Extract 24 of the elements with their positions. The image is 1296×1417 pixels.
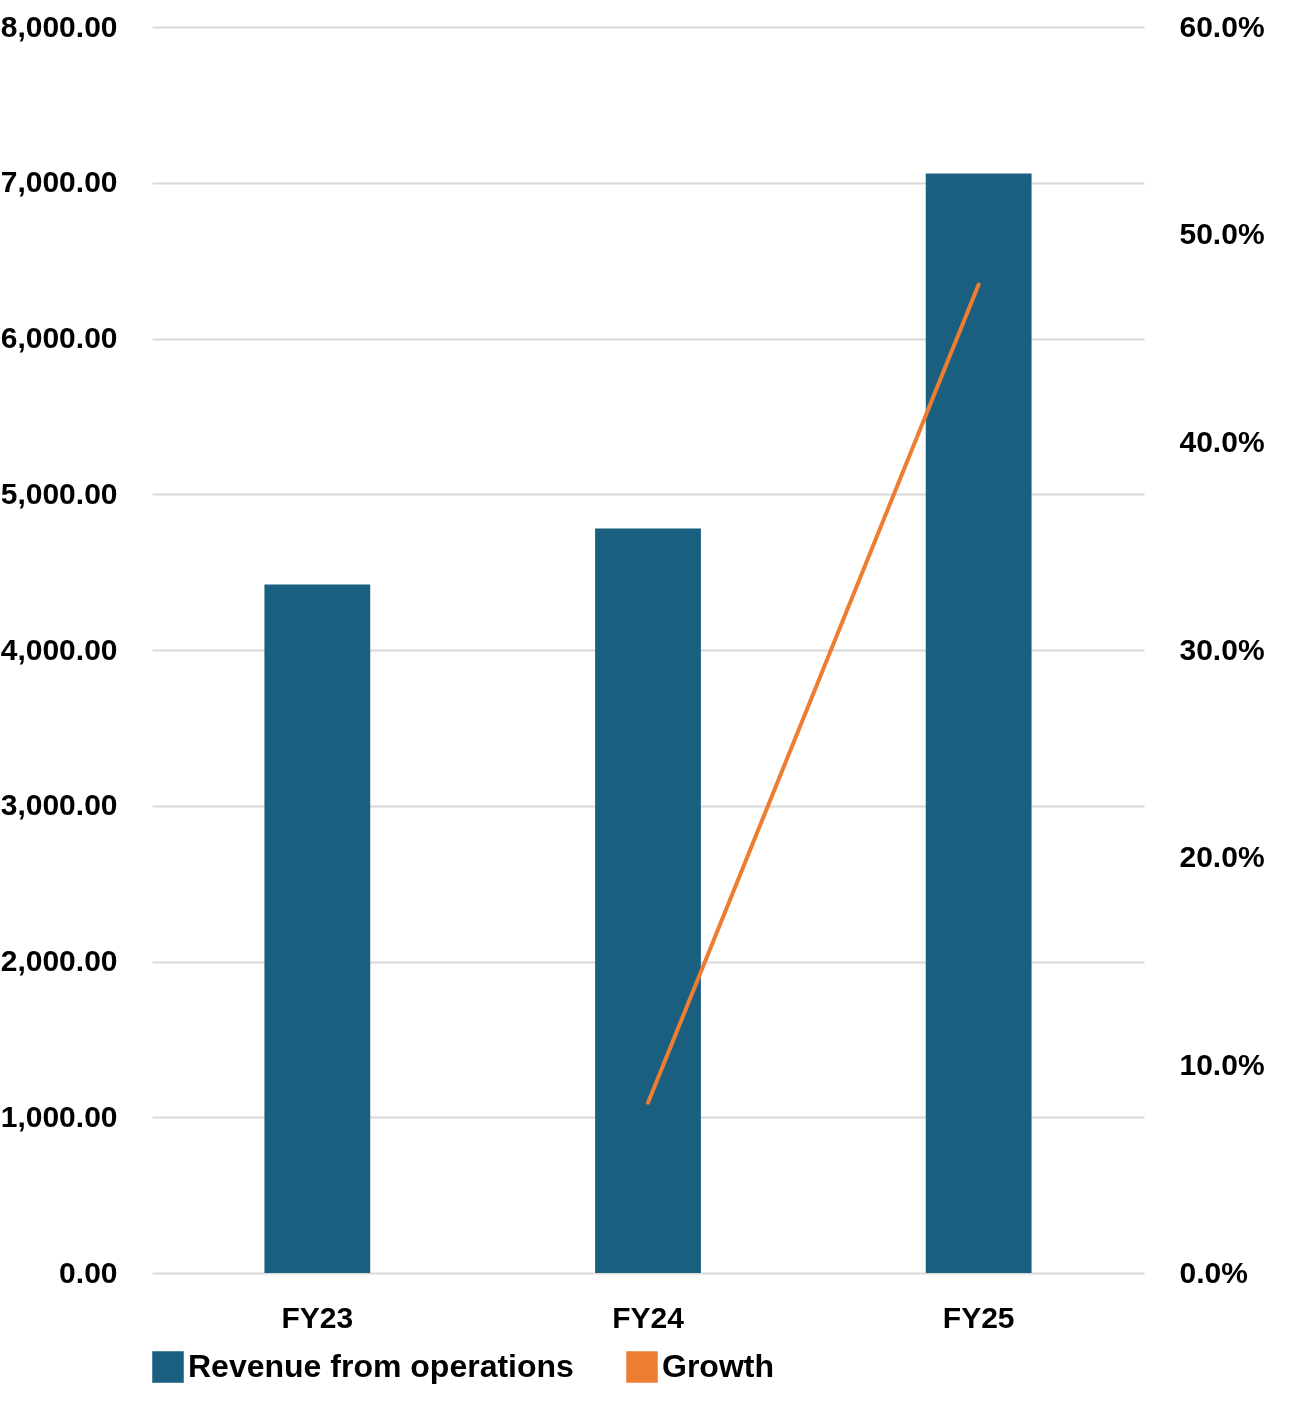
- bar: [925, 173, 1032, 1273]
- x-tick-label: FY24: [612, 1300, 685, 1334]
- y-tick-label: 2,000.00: [0, 944, 118, 977]
- y-tick-label: 7,000.00: [0, 165, 118, 199]
- legend-label: Growth: [662, 1348, 774, 1384]
- y2-tick-label: 0.0%: [1179, 1255, 1248, 1289]
- y-tick-label: 5,000.00: [0, 476, 118, 510]
- y2-tick-label: 30.0%: [1179, 632, 1265, 666]
- y-tick-label: 0.00: [59, 1255, 118, 1289]
- y2-tick-label: 50.0%: [1179, 217, 1265, 251]
- y2-tick-label: 20.0%: [1179, 840, 1265, 874]
- bar: [595, 528, 701, 1273]
- y2-tick-label: 10.0%: [1179, 1047, 1265, 1081]
- y2-tick-label: 60.0%: [1179, 9, 1265, 43]
- y-tick-label: 3,000.00: [0, 788, 118, 822]
- y-tick-label: 8,000.00: [0, 9, 118, 43]
- y-tick-label: 4,000.00: [0, 632, 118, 666]
- y-tick-label: 6,000.00: [0, 321, 118, 354]
- x-tick-label: FY23: [281, 1300, 354, 1334]
- y-tick-label: 1,000.00: [0, 1099, 118, 1133]
- x-tick-label: FY25: [942, 1300, 1015, 1334]
- y2-tick-label: 40.0%: [1179, 424, 1265, 458]
- bar: [264, 584, 371, 1273]
- legend-label: Revenue from operations: [188, 1348, 574, 1384]
